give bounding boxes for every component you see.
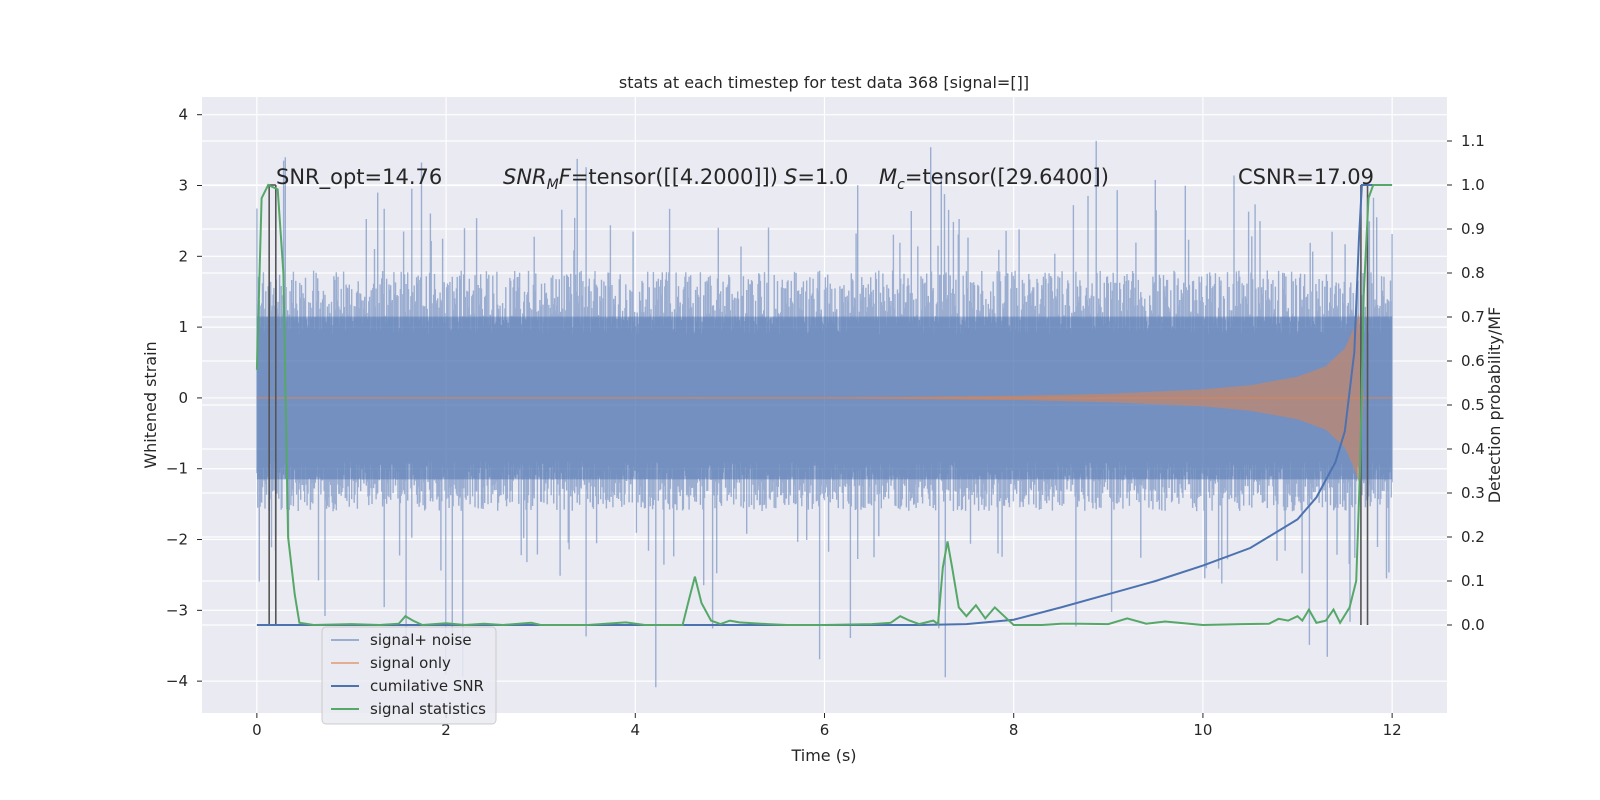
legend-label-cumilative-snr: cumilative SNR <box>370 677 484 695</box>
y-right-tick-label-11: 1.1 <box>1461 132 1485 150</box>
y-tick-label-4: 0 <box>178 389 188 407</box>
annotation-snr-mf-value: =tensor([[4.2000]]) <box>571 165 778 189</box>
legend-label-signal-only: signal only <box>370 654 451 672</box>
y-tick-label-5: 1 <box>178 318 188 336</box>
annotation-snr-mf: SNRMF=tensor([[4.2000]]) <box>503 165 778 193</box>
annotation-mc-value: =tensor([29.6400]) <box>905 165 1109 189</box>
y-tick-label-3: −1 <box>166 460 188 478</box>
y-right-tick-label-5: 0.5 <box>1461 396 1485 414</box>
y-tick-label-0: −4 <box>166 672 188 690</box>
signal-statistics-line <box>255 183 1393 627</box>
annotation-s-value: =1.0 <box>797 165 848 189</box>
annotation-mc-subscript: c <box>897 177 905 193</box>
legend-label-signal-plus-noise: signal+ noise <box>370 631 472 649</box>
annotation-snr-mf-f: F <box>559 165 572 189</box>
annotation-mc-symbol: M <box>879 165 897 189</box>
x-tick-label-2: 4 <box>631 721 641 739</box>
chart-title: stats at each timestep for test data 368… <box>619 73 1029 92</box>
x-tick-label-3: 6 <box>820 721 830 739</box>
plot-content <box>255 140 1393 688</box>
x-tick-label-4: 8 <box>1009 721 1019 739</box>
legend-label-signal-statistics: signal statistics <box>370 700 486 718</box>
y-tick-label-8: 4 <box>178 106 188 124</box>
y-right-tick-label-7: 0.7 <box>1461 308 1485 326</box>
y-right-tick-label-10: 1.0 <box>1461 176 1485 194</box>
y-right-tick-label-1: 0.1 <box>1461 572 1485 590</box>
series-cumilative-snr <box>256 184 1374 626</box>
y-tick-label-1: −3 <box>166 601 188 619</box>
y-right-axis-label: Detection probability/MF <box>1485 307 1504 504</box>
y-right-tick-label-6: 0.6 <box>1461 352 1485 370</box>
y-right-tick-label-9: 0.9 <box>1461 220 1485 238</box>
y-right-tick-label-4: 0.4 <box>1461 440 1485 458</box>
annotation-snr-opt: SNR_opt=14.76 <box>276 165 442 190</box>
x-axis-ticks: 0 2 4 6 8 10 12 <box>252 713 1402 739</box>
y-right-tick-label-3: 0.3 <box>1461 484 1485 502</box>
annotation-s: S=1.0 <box>784 165 848 189</box>
x-tick-label-1: 2 <box>441 721 451 739</box>
cumilative-snr-line <box>256 184 1374 626</box>
y-tick-label-7: 3 <box>178 177 188 195</box>
y-axis-ticks: −4 −3 −2 −1 0 1 2 3 4 <box>166 106 202 690</box>
y-tick-label-2: −2 <box>166 531 188 549</box>
legend: signal+ noise signal only cumilative SNR… <box>321 626 497 725</box>
y-right-tick-label-0: 0.0 <box>1461 616 1485 634</box>
x-tick-label-6: 12 <box>1383 721 1402 739</box>
x-tick-label-0: 0 <box>252 721 262 739</box>
annotation-snr-mf-subscript: M <box>547 177 559 193</box>
annotation-mc: Mc=tensor([29.6400]) <box>879 165 1109 193</box>
x-tick-label-5: 10 <box>1193 721 1212 739</box>
series-signal-only <box>256 313 1393 483</box>
y-tick-label-6: 2 <box>178 247 188 265</box>
series-signal-statistics <box>255 183 1393 627</box>
annotation-csnr: CSNR=17.09 <box>1238 165 1374 189</box>
x-axis-label: Time (s) <box>790 746 856 765</box>
annotation-s-symbol: S <box>784 165 797 189</box>
legend-box <box>321 626 497 725</box>
y-right-tick-label-2: 0.2 <box>1461 528 1485 546</box>
y-axis-label: Whitened strain <box>141 341 160 468</box>
annotation-snr-mf-symbol: SNR <box>503 165 547 189</box>
y-right-tick-label-8: 0.8 <box>1461 264 1485 282</box>
y-right-axis-ticks: 0.0 0.1 0.2 0.3 0.4 0.5 0.6 0.7 0.8 0.9 1.0 1.1 <box>1447 132 1485 634</box>
